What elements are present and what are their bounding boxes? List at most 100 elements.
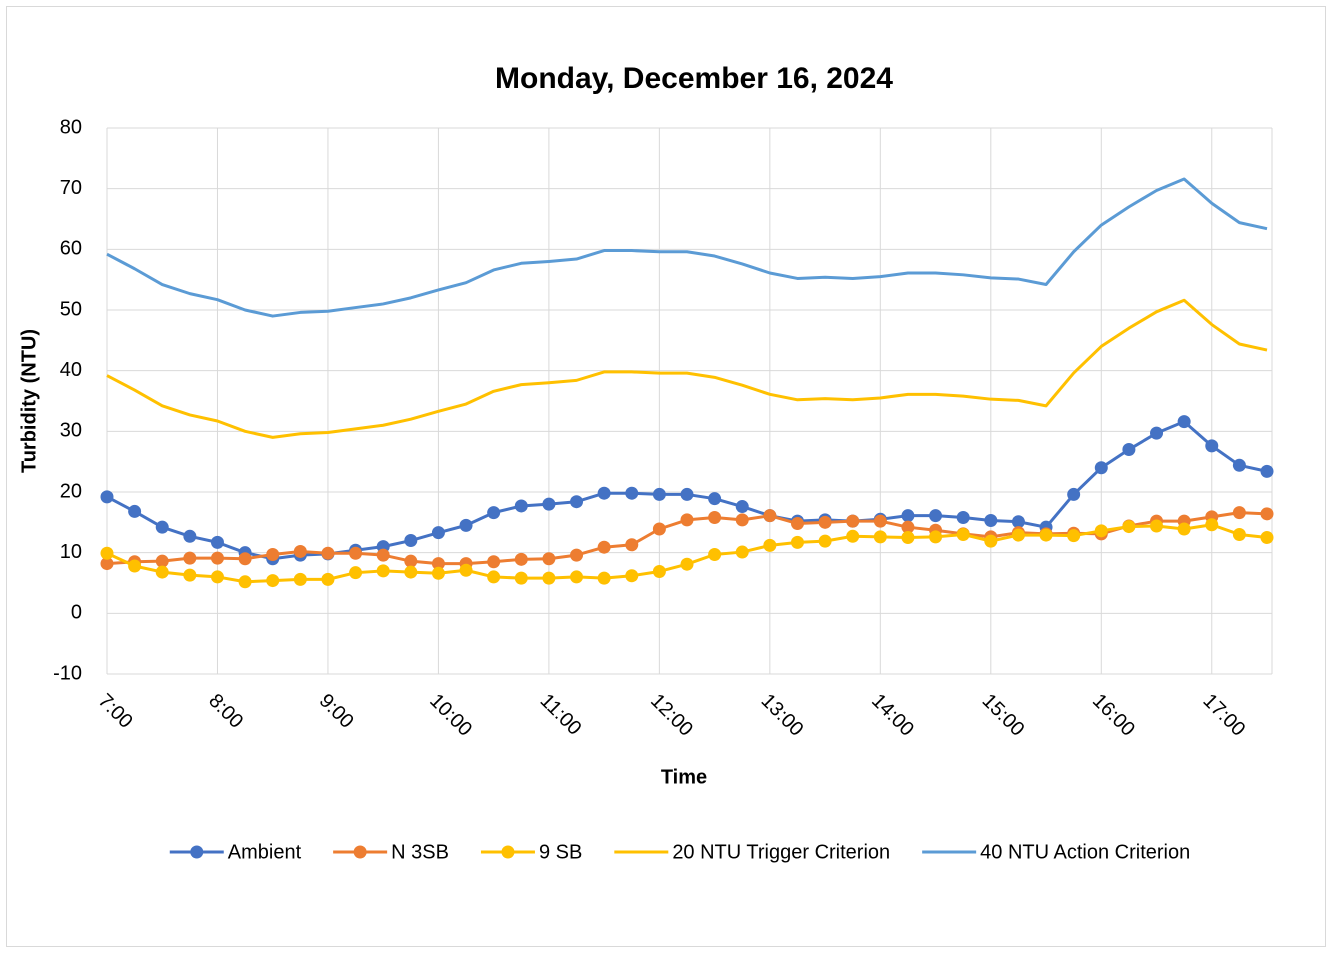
data-point [625, 569, 639, 583]
data-point [1177, 415, 1191, 429]
data-point [597, 540, 611, 554]
y-tick-label: 30 [60, 420, 82, 442]
data-point [1094, 461, 1108, 475]
data-point [625, 538, 639, 552]
legend-label: 9 SB [539, 841, 582, 863]
data-point [818, 515, 832, 529]
data-point [984, 514, 998, 528]
data-point [459, 518, 473, 532]
data-point [542, 552, 556, 566]
data-point [1260, 531, 1274, 544]
legend-item: 20 NTU Trigger Criterion [614, 841, 890, 863]
data-point [790, 535, 804, 549]
legend-label: 20 NTU Trigger Criterion [672, 841, 890, 863]
data-point [542, 497, 556, 511]
legend-label: 40 NTU Action Criterion [980, 841, 1190, 863]
data-point [680, 513, 694, 527]
data-point [1011, 515, 1025, 529]
data-point [873, 530, 887, 544]
data-point [570, 570, 584, 584]
data-point [1232, 458, 1246, 472]
y-tick-label: 80 [60, 116, 82, 138]
data-point [1205, 439, 1219, 453]
data-point [1205, 518, 1219, 532]
data-point [901, 520, 915, 534]
data-point [846, 529, 860, 543]
data-point [210, 535, 224, 549]
data-point [293, 544, 307, 558]
data-point [1122, 443, 1136, 457]
legend-marker [501, 845, 515, 859]
data-point [349, 566, 363, 580]
data-point [183, 529, 197, 543]
legend-item: 9 SB [480, 841, 582, 863]
data-point [183, 568, 197, 582]
y-tick-label: 0 [71, 602, 82, 624]
data-point [266, 574, 280, 588]
x-axis-title: Time [661, 766, 707, 788]
data-point [431, 526, 445, 540]
legend-label: N 3SB [391, 841, 449, 863]
data-point [238, 575, 252, 589]
data-point [652, 522, 666, 536]
data-point [487, 506, 501, 520]
data-point [1177, 522, 1191, 536]
data-point [708, 547, 722, 561]
data-point [266, 547, 280, 561]
data-point [321, 572, 335, 586]
y-tick-label: 70 [60, 177, 82, 199]
data-point [238, 552, 252, 566]
data-point [625, 486, 639, 500]
data-point [873, 514, 887, 528]
data-point [570, 495, 584, 509]
data-point [349, 546, 363, 560]
data-point [597, 486, 611, 500]
data-point [846, 514, 860, 528]
series-line [106, 298, 1268, 439]
data-point [128, 559, 142, 573]
data-point [100, 546, 114, 560]
data-point [514, 499, 528, 513]
data-point [680, 557, 694, 571]
data-point [431, 557, 445, 571]
data-point [763, 538, 777, 552]
data-point [708, 510, 722, 524]
chart-title: Monday, December 16, 2024 [495, 62, 893, 95]
data-point [321, 546, 335, 560]
legend-marker [353, 845, 367, 859]
legend-label: Ambient [228, 841, 302, 863]
data-point [404, 534, 418, 548]
data-point [487, 570, 501, 584]
data-point [210, 551, 224, 565]
data-point [652, 564, 666, 578]
data-point [431, 566, 445, 580]
y-tick-label: 60 [60, 238, 82, 260]
data-point [1039, 528, 1053, 542]
data-point [763, 509, 777, 523]
data-point [1150, 519, 1164, 533]
data-point [790, 517, 804, 531]
legend-item: 40 NTU Action Criterion [922, 841, 1190, 863]
data-point [1232, 506, 1246, 520]
data-point [183, 551, 197, 565]
y-tick-label: 10 [60, 541, 82, 563]
data-point [735, 545, 749, 559]
data-point [929, 530, 943, 544]
data-point [487, 555, 501, 569]
data-point [956, 527, 970, 541]
data-point [100, 490, 114, 504]
data-point [929, 509, 943, 523]
data-point [1260, 464, 1274, 478]
data-point [1067, 487, 1081, 501]
data-point [155, 565, 169, 579]
data-point [735, 513, 749, 527]
data-point [652, 487, 666, 501]
data-point [901, 509, 915, 523]
data-point [956, 510, 970, 524]
data-point [984, 534, 998, 548]
data-point [597, 571, 611, 585]
data-point [155, 520, 169, 534]
data-point [376, 564, 390, 578]
data-point [901, 531, 915, 544]
